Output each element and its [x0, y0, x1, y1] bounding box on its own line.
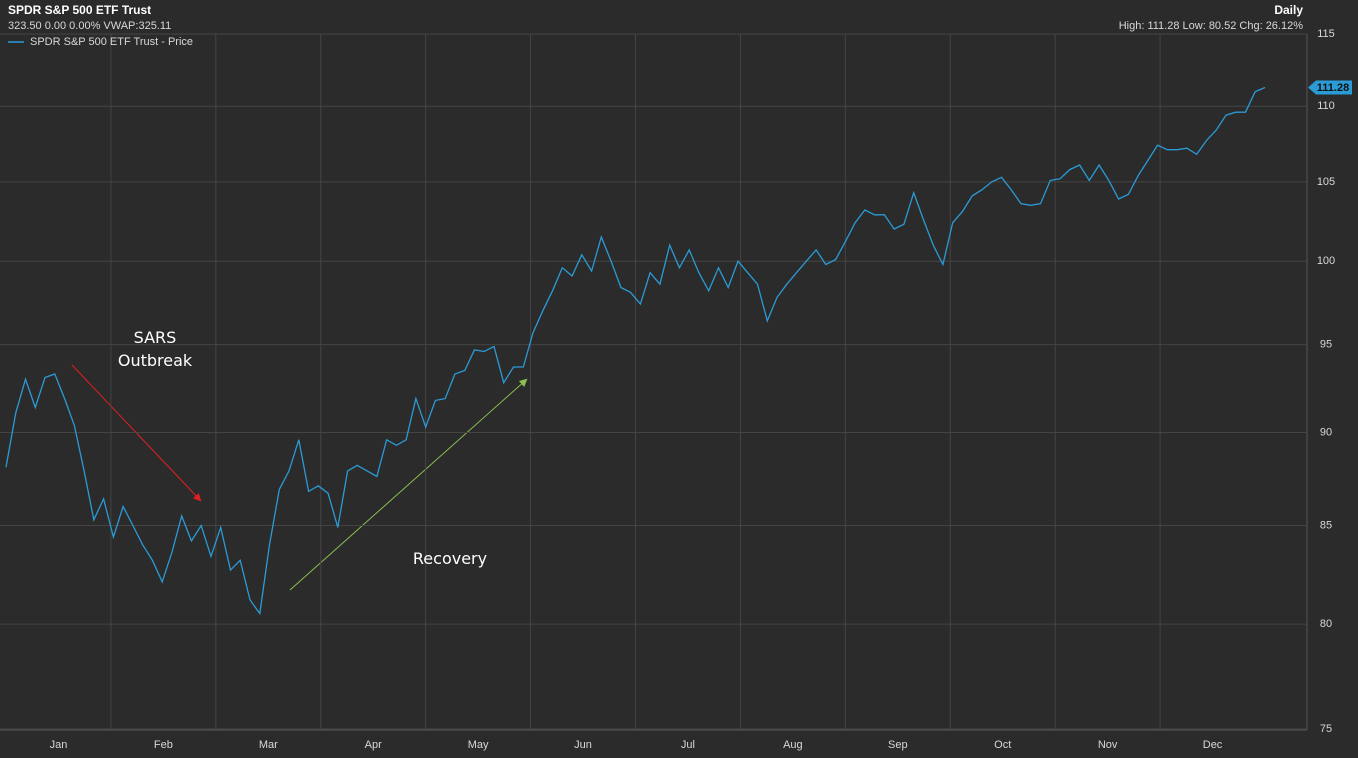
- y-tick-label: 80: [1320, 618, 1332, 630]
- x-tick-label: Jul: [681, 739, 695, 751]
- chart-subtitle: 323.50 0.00 0.00% VWAP:325.11: [8, 20, 171, 32]
- frequency: Daily: [1274, 3, 1303, 17]
- price-line: [5, 86, 1266, 616]
- last-value-label: 111.28: [1317, 82, 1349, 94]
- x-tick-label: Nov: [1098, 739, 1118, 751]
- x-tick-label: Jun: [574, 739, 592, 751]
- y-tick-label: 95: [1320, 339, 1332, 351]
- y-tick-label: 75: [1320, 723, 1332, 735]
- x-tick-label: Jan: [50, 739, 68, 751]
- annotation: Recovery: [412, 549, 488, 568]
- y-tick-label: 115: [1317, 28, 1335, 40]
- stats: High: 111.28 Low: 80.52 Chg: 26.12%: [1119, 20, 1303, 32]
- x-tick-label: Apr: [365, 739, 382, 751]
- legend-label: SPDR S&P 500 ETF Trust - Price: [30, 36, 193, 48]
- y-tick-label: 100: [1317, 255, 1335, 267]
- x-tick-label: Sep: [888, 739, 908, 751]
- y-tick-label: 105: [1317, 176, 1335, 188]
- x-tick-label: Feb: [154, 739, 173, 751]
- x-tick-label: Mar: [259, 739, 278, 751]
- x-tick-label: Dec: [1203, 739, 1223, 751]
- chart-title: SPDR S&P 500 ETF Trust: [8, 3, 151, 17]
- x-tick-label: May: [468, 739, 489, 751]
- annotation-arrow: [289, 378, 528, 591]
- y-tick-label: 90: [1320, 426, 1332, 438]
- x-tick-label: Aug: [783, 739, 803, 751]
- y-tick-label: 85: [1320, 519, 1332, 531]
- last-value-flag: [1308, 80, 1352, 95]
- y-tick-label: 110: [1317, 100, 1335, 112]
- x-tick-label: Oct: [994, 739, 1011, 751]
- annotation: SARS Outbreak: [117, 328, 193, 370]
